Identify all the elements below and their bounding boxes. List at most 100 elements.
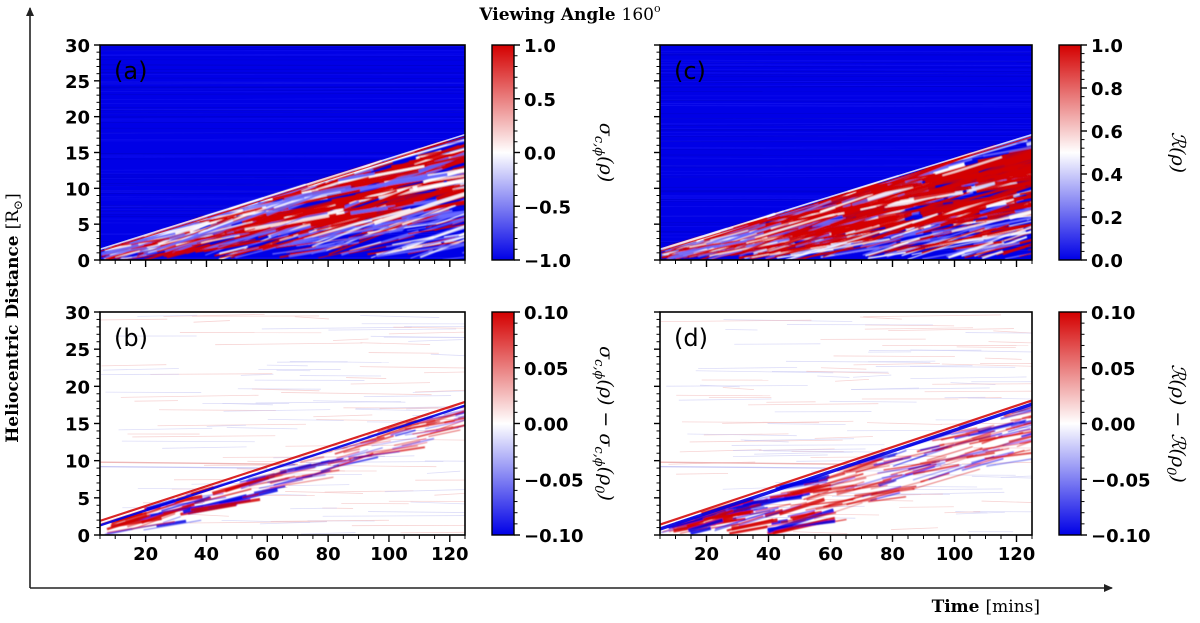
structure-streak <box>393 438 427 446</box>
structure-streak <box>1007 424 1032 433</box>
structure-streak <box>791 483 832 496</box>
faint-streak <box>817 375 850 378</box>
faint-streak <box>763 450 889 453</box>
panel-label: (b) <box>114 324 148 352</box>
background-streak <box>660 140 1032 142</box>
panel-label: (c) <box>674 57 706 85</box>
faint-streak <box>120 394 259 398</box>
structure-streak <box>710 229 749 241</box>
faint-streak <box>206 424 246 427</box>
structure-streak <box>973 229 1017 245</box>
structure-streak <box>865 235 904 248</box>
structure-streak <box>1016 441 1032 448</box>
structure-streak <box>118 514 148 526</box>
colorbar-label: ℛ(ρ) − ℛ(ρ0) <box>1163 364 1189 483</box>
structure-streak <box>398 217 465 240</box>
structure-streak <box>1005 194 1032 205</box>
colorbar-label-part: (ρ) − <box>595 379 617 433</box>
faint-streak <box>676 472 729 475</box>
structure-streak <box>687 518 724 533</box>
background-streak <box>660 85 1032 88</box>
structure-streak <box>315 227 405 248</box>
faint-streak <box>434 493 465 496</box>
y-tick-label: 25 <box>65 72 90 93</box>
faint-streak <box>313 414 373 418</box>
colorbar-label: ℛ(ρ) <box>1167 132 1189 173</box>
faint-streak <box>725 329 758 331</box>
structure-streak <box>1026 141 1032 147</box>
faint-streak <box>368 511 465 513</box>
faint-streak <box>346 377 387 379</box>
faint-streak <box>851 387 920 390</box>
faint-streak <box>222 402 273 406</box>
x-tick-label: 100 <box>370 544 408 565</box>
background-streak <box>660 149 1032 151</box>
structure-streak <box>956 202 1032 223</box>
faint-streak <box>332 338 369 341</box>
structure-streak <box>877 462 946 474</box>
figure-title-bold: Viewing Angle <box>478 5 615 25</box>
figure-ylabel-unit-sub: ⊙ <box>11 200 25 210</box>
structure-streak <box>995 184 1032 199</box>
x-tick-label: 60 <box>818 544 843 565</box>
colorbar-label-part: (ρ) − <box>1167 379 1189 433</box>
structure-streak <box>311 218 383 248</box>
background-streak <box>660 69 1032 71</box>
structure-streak <box>327 458 352 465</box>
structure-streak <box>878 479 897 487</box>
structure-streak <box>247 465 317 481</box>
faint-streak <box>695 370 834 374</box>
structure-streak <box>873 455 912 467</box>
x-tick-label: 120 <box>431 544 469 565</box>
faint-streak <box>722 387 755 390</box>
structure-streak <box>929 152 1032 184</box>
structure-streak <box>394 184 455 208</box>
structure-streak <box>677 523 704 532</box>
structure-streak <box>246 475 266 482</box>
structure-streak <box>925 158 958 169</box>
figure-xlabel: Time [mins] <box>932 597 1040 617</box>
faint-streak <box>988 341 1032 344</box>
structure-streak <box>426 213 459 225</box>
faint-streak <box>864 327 974 330</box>
colorbar-label-part: c,ϕ <box>591 136 606 156</box>
colorbar-label-part: c,ϕ <box>591 359 606 379</box>
structure-streak <box>870 480 925 497</box>
structure-streak <box>910 456 947 467</box>
structure-streak <box>455 411 465 417</box>
structure-streak <box>412 426 454 435</box>
structure-streak <box>394 429 416 437</box>
structure-streak <box>348 447 383 458</box>
structure-streak <box>161 495 211 512</box>
structure-streak <box>340 172 448 194</box>
faint-streak <box>678 398 772 401</box>
structure-streak <box>890 460 941 476</box>
structure-streak <box>143 519 202 531</box>
structure-streak <box>438 210 465 218</box>
structure-streak <box>443 409 465 416</box>
colorbar-label-part: σ <box>595 433 617 447</box>
structure-streak <box>977 245 1032 258</box>
faint-streak <box>313 400 406 403</box>
faint-streak <box>134 400 178 402</box>
background-streak <box>100 109 465 112</box>
faint-streak <box>101 364 167 367</box>
faint-streak <box>748 403 879 406</box>
structure-streak <box>932 434 971 442</box>
structure-streak <box>904 463 937 476</box>
structure-streak <box>373 192 465 225</box>
structure-streak <box>708 249 743 260</box>
structure-streak <box>292 188 383 214</box>
structure-streak <box>269 476 334 489</box>
faint-streak <box>430 353 465 357</box>
structure-streak <box>906 209 967 229</box>
structure-streak <box>110 512 143 525</box>
structure-streak <box>742 214 839 253</box>
faint-band <box>100 466 268 469</box>
structure-streak <box>751 251 781 258</box>
structure-streak <box>1008 435 1032 443</box>
colorbar-tick-label: 0.4 <box>1091 165 1123 186</box>
background-streak <box>100 151 465 155</box>
structure-streak <box>965 424 995 435</box>
figure-xlabel-bold: Time <box>932 597 980 617</box>
